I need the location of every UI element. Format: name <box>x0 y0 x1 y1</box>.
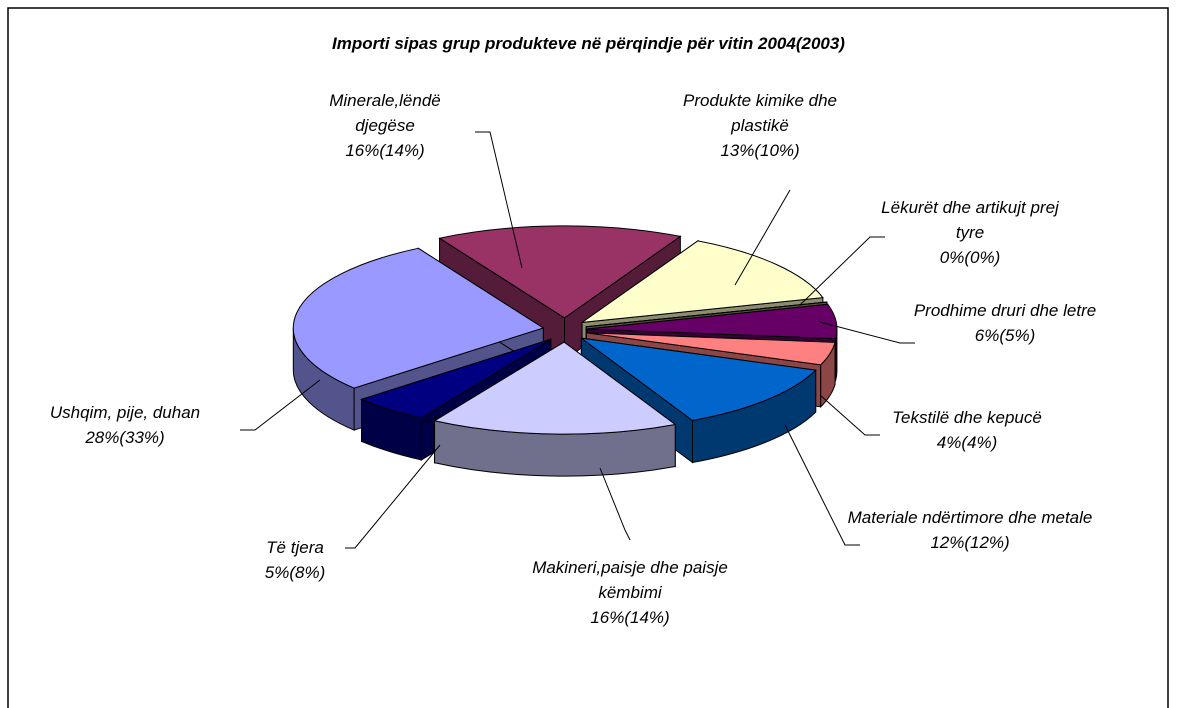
pie-slice <box>360 338 552 419</box>
value-label: 28%(33%) <box>85 428 165 447</box>
category-label: Minerale,lëndë djegëse <box>329 91 441 135</box>
pie-slice <box>581 337 817 422</box>
value-label: 16%(14%) <box>345 141 425 160</box>
pie-slice <box>292 247 545 389</box>
slice-label: Makineri,paisje dhe paisje këmbimi 16%(14… <box>515 555 745 630</box>
category-label: Tekstilë dhe kepucë <box>892 408 1042 427</box>
leader-line <box>475 131 523 269</box>
leader-line <box>599 467 631 541</box>
pie-slice <box>586 303 838 340</box>
category-label: Të tjera <box>266 538 324 557</box>
leader-line <box>240 379 321 431</box>
value-label: 0%(0%) <box>939 248 1001 267</box>
slice-label: Produkte kimike dhe plastikë 13%(10%) <box>660 88 860 163</box>
slice-label: Të tjera 5%(8%) <box>235 535 355 585</box>
value-label: 12%(12%) <box>930 533 1010 552</box>
value-label: 4%(4%) <box>936 433 998 452</box>
category-label: Makineri,paisje dhe paisje këmbimi <box>532 558 728 602</box>
leader-line <box>819 394 880 436</box>
slice-label: Materiale ndërtimore dhe metale 12%(12%) <box>845 505 1095 555</box>
category-label: Ushqim, pije, duhan <box>49 403 201 422</box>
slice-label: Lëkurët dhe artikujt prej tyre 0%(0%) <box>865 195 1075 270</box>
pie-slice <box>586 332 836 366</box>
leader-line <box>784 424 860 546</box>
leader-line <box>819 321 915 344</box>
pie-slice <box>433 341 677 435</box>
pie-slice <box>580 240 824 324</box>
category-label: Lëkurët dhe artikujt prej tyre <box>881 198 1059 242</box>
leader-line <box>734 189 791 286</box>
slice-label: Ushqim, pije, duhan 28%(33%) <box>0 400 250 450</box>
value-label: 16%(14%) <box>590 608 670 627</box>
pie-slice <box>586 301 828 328</box>
pie-slice <box>438 225 682 319</box>
slice-label: Minerale,lëndë djegëse 16%(14%) <box>300 88 470 163</box>
category-label: Produkte kimike dhe plastikë <box>682 91 838 135</box>
slice-label: Tekstilë dhe kepucë 4%(4%) <box>847 405 1087 455</box>
value-label: 6%(5%) <box>974 326 1036 345</box>
leader-line <box>799 236 885 306</box>
leader-line <box>345 444 441 549</box>
value-label: 5%(8%) <box>264 563 326 582</box>
frame <box>7 7 1169 708</box>
chart-title: Importi sipas grup produkteve në përqind… <box>332 34 845 53</box>
category-label: Prodhime druri dhe letre <box>913 301 1097 320</box>
value-label: 13%(10%) <box>720 141 800 160</box>
slice-label: Prodhime druri dhe letre 6%(5%) <box>900 298 1110 348</box>
category-label: Materiale ndërtimore dhe metale <box>847 508 1093 527</box>
